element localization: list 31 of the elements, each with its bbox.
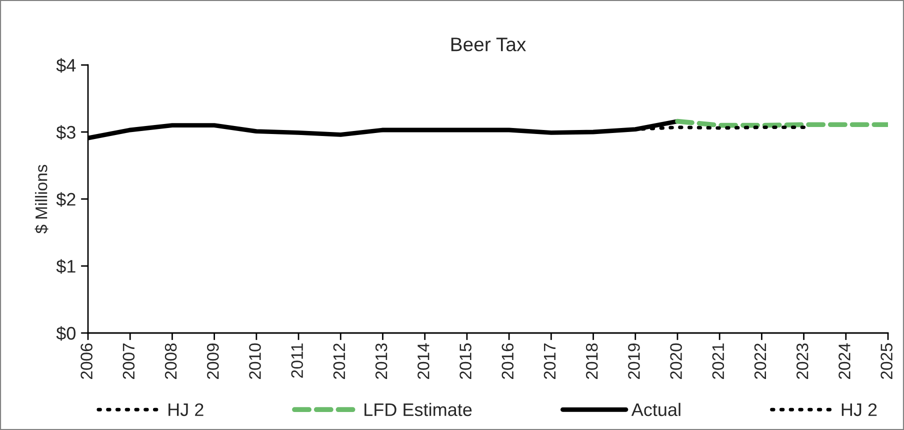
- x-tick-label: 2006: [80, 343, 92, 379]
- y-tick-label: $3: [56, 125, 76, 140]
- legend-label: LFD Estimate: [364, 402, 472, 416]
- x-tick-label: 2011: [291, 344, 303, 378]
- x-tick-label: 2012: [333, 344, 346, 379]
- x-tick-label: 2021: [712, 344, 724, 379]
- x-tick-label: 2017: [544, 344, 556, 379]
- x-tick-label: 2024: [838, 343, 850, 379]
- x-tick-label: 2007: [122, 344, 135, 379]
- y-tick-label: $2: [56, 192, 76, 207]
- x-tick-label: 2008: [164, 343, 177, 379]
- x-tick-label: 2022: [754, 344, 766, 379]
- x-tick-label: 2018: [586, 343, 598, 379]
- x-tick-label: 2014: [418, 343, 430, 379]
- legend-label: HJ 2: [842, 403, 877, 416]
- x-tick-label: 2025: [880, 343, 892, 379]
- x-tick-label: 2016: [502, 343, 514, 379]
- y-tick-label: $1: [56, 259, 76, 274]
- x-tick-label: 2019: [628, 344, 640, 379]
- chart-title: Beer Tax: [451, 38, 526, 52]
- x-tick-label: 2009: [206, 344, 219, 379]
- x-tick-label: 2013: [375, 343, 388, 379]
- legend-label: Actual: [631, 402, 680, 416]
- y-axis-title: $ Millions: [34, 164, 48, 234]
- legend-label: HJ 2: [168, 403, 204, 416]
- x-tick-label: 2015: [460, 343, 472, 379]
- x-tick-label: 2023: [796, 343, 808, 379]
- x-tick-label: 2020: [670, 343, 682, 379]
- x-tick-label: 2010: [249, 343, 261, 379]
- y-tick-label: $4: [56, 58, 76, 73]
- y-tick-label: $0: [56, 326, 76, 341]
